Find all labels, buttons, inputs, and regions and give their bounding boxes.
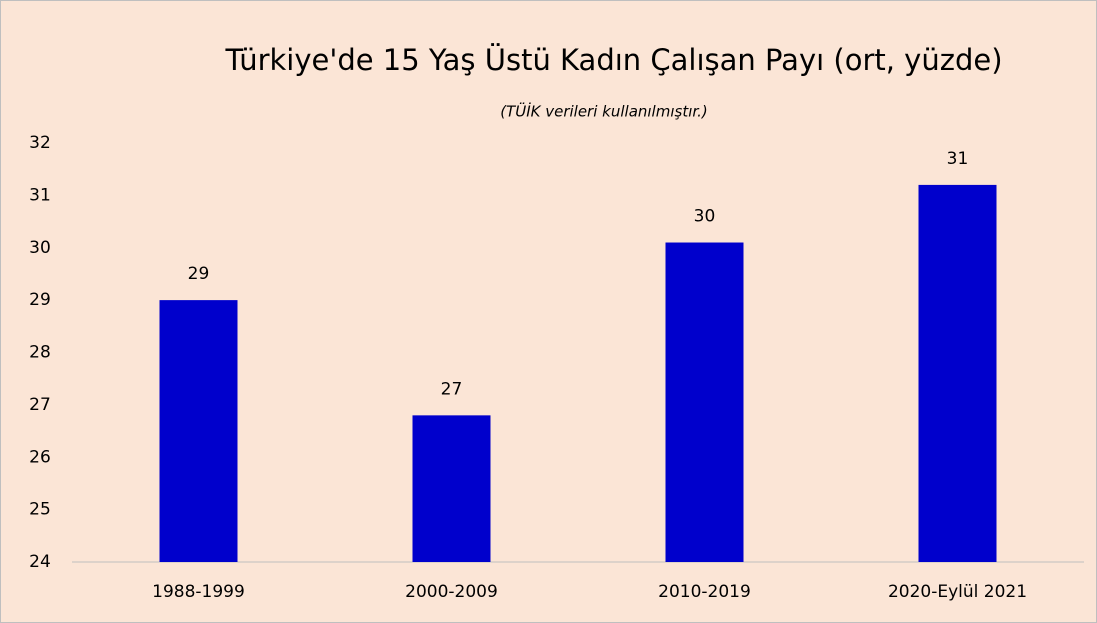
- chart-title: Türkiye'de 15 Yaş Üstü Kadın Çalışan Pay…: [224, 43, 1002, 77]
- chart-subtitle: (TÜİK verileri kullanılmıştır.): [500, 102, 708, 121]
- x-tick-label: 2010-2019: [658, 582, 751, 602]
- y-tick-label: 30: [29, 238, 51, 258]
- data-label: 29: [188, 264, 210, 284]
- data-label: 31: [947, 149, 969, 169]
- bar: [665, 242, 744, 562]
- y-tick-label: 32: [29, 133, 51, 153]
- data-label: 30: [694, 207, 716, 227]
- y-tick-label: 31: [29, 185, 51, 205]
- y-tick-label: 28: [29, 343, 51, 363]
- y-tick-label: 24: [29, 552, 51, 572]
- x-tick-label: 2020-Eylül 2021: [888, 582, 1027, 602]
- y-tick-label: 27: [29, 395, 51, 415]
- data-label: 27: [441, 379, 463, 399]
- y-tick-label: 29: [29, 290, 51, 310]
- x-tick-label: 1988-1999: [152, 582, 245, 602]
- y-tick-label: 26: [29, 447, 51, 467]
- bar: [412, 415, 491, 562]
- x-tick-label: 2000-2009: [405, 582, 498, 602]
- y-tick-label: 25: [29, 500, 51, 520]
- bar: [918, 184, 997, 562]
- bar: [159, 300, 238, 562]
